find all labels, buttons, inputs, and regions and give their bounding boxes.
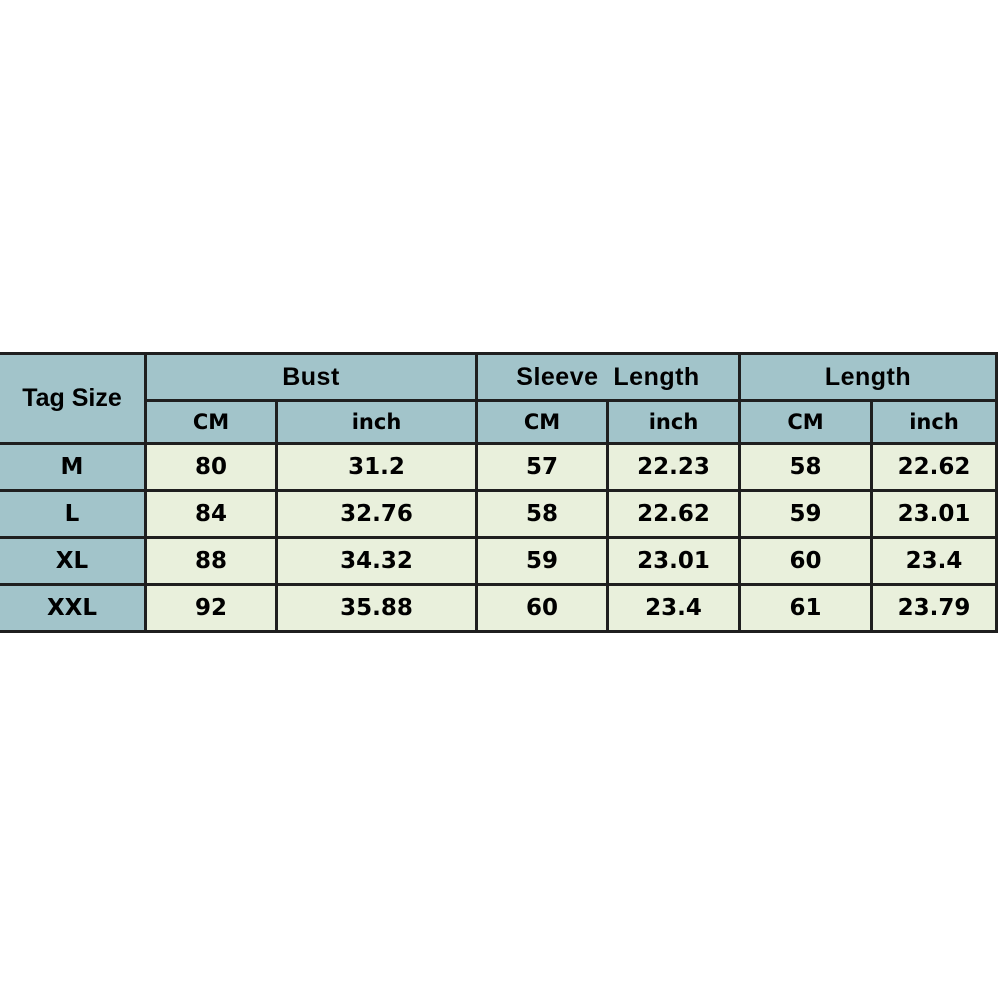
bust-cm-cell: 80 <box>144 442 278 492</box>
sleeve-inch-cell: 22.62 <box>606 489 741 539</box>
length-cm-cell: 58 <box>738 442 873 492</box>
group-header-row: Tag Size Bust Sleeve Length Length <box>0 352 998 445</box>
length-inch-cell: 23.79 <box>870 583 998 633</box>
sleeve-cm-cell: 60 <box>475 583 609 633</box>
size-chart-table: Tag Size Bust Sleeve Length Length CM in… <box>0 352 998 633</box>
length-cm-cell: 60 <box>738 536 873 586</box>
unit-header-sleeve-cm: CM <box>475 399 609 445</box>
bust-cm-cell: 92 <box>144 583 278 633</box>
unit-header-length-inch: inch <box>870 399 998 445</box>
corner-header-tag-size: Tag Size <box>0 352 147 445</box>
length-inch-cell: 23.4 <box>870 536 998 586</box>
bust-inch-cell: 35.88 <box>275 583 478 633</box>
table-row-xxl: XXL 92 35.88 60 23.4 61 23.79 <box>0 583 998 633</box>
length-inch-cell: 22.62 <box>870 442 998 492</box>
sleeve-cm-cell: 58 <box>475 489 609 539</box>
tag-size-cell: M <box>0 442 147 492</box>
sleeve-inch-cell: 23.01 <box>606 536 741 586</box>
tag-size-cell: XXL <box>0 583 147 633</box>
length-inch-cell: 23.01 <box>870 489 998 539</box>
sleeve-inch-cell: 23.4 <box>606 583 741 633</box>
table-row-m: M 80 31.2 57 22.23 58 22.62 <box>0 442 998 492</box>
sleeve-inch-cell: 22.23 <box>606 442 741 492</box>
length-cm-cell: 61 <box>738 583 873 633</box>
table-row-xl: XL 88 34.32 59 23.01 60 23.4 <box>0 536 998 586</box>
table-row-l: L 84 32.76 58 22.62 59 23.01 <box>0 489 998 539</box>
bust-cm-cell: 88 <box>144 536 278 586</box>
unit-header-row: CM inch CM inch CM inch <box>0 399 998 445</box>
group-header-length: Length <box>738 352 998 402</box>
tag-size-cell: XL <box>0 536 147 586</box>
length-cm-cell: 59 <box>738 489 873 539</box>
bust-inch-cell: 34.32 <box>275 536 478 586</box>
unit-header-bust-inch: inch <box>275 399 478 445</box>
group-header-sleeve-length: Sleeve Length <box>475 352 741 402</box>
unit-header-sleeve-inch: inch <box>606 399 741 445</box>
group-header-bust: Bust <box>144 352 478 402</box>
tag-size-cell: L <box>0 489 147 539</box>
unit-header-bust-cm: CM <box>144 399 278 445</box>
unit-header-length-cm: CM <box>738 399 873 445</box>
bust-cm-cell: 84 <box>144 489 278 539</box>
sleeve-cm-cell: 59 <box>475 536 609 586</box>
sleeve-cm-cell: 57 <box>475 442 609 492</box>
bust-inch-cell: 31.2 <box>275 442 478 492</box>
bust-inch-cell: 32.76 <box>275 489 478 539</box>
